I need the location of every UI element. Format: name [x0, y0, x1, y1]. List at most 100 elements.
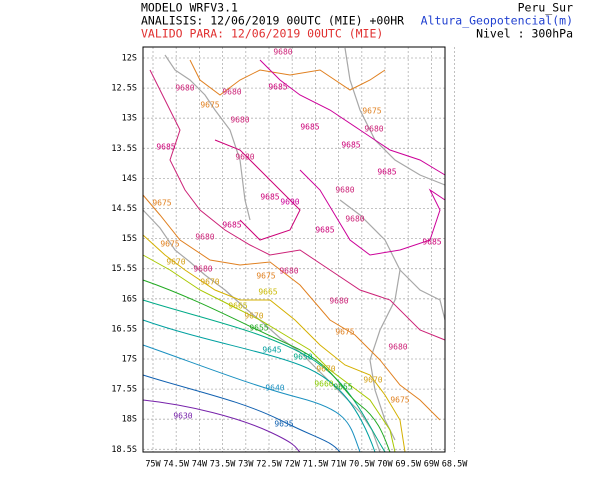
contour-label: 9680 — [230, 116, 249, 125]
contour-line — [142, 279, 391, 453]
contour-label: 9685 — [300, 123, 319, 132]
graticule — [143, 47, 456, 452]
contours — [142, 59, 446, 453]
contour-label: 9630 — [173, 412, 192, 421]
contour-label: 9675 — [160, 240, 179, 249]
domain-name: Peru_Sur — [518, 1, 573, 15]
contour-label: 9650 — [293, 353, 312, 362]
contour-label: 9685 — [315, 226, 334, 235]
contour-line — [142, 254, 396, 453]
river — [164, 54, 251, 221]
contour-label: 9685 — [422, 238, 441, 247]
contour-line — [142, 234, 406, 453]
contour-line — [142, 374, 341, 453]
lat-label: 15S — [122, 234, 137, 244]
contour-label: 9685 — [341, 141, 360, 150]
contour-label: 9685 — [222, 221, 241, 230]
lat-label: 15.5S — [111, 264, 137, 274]
contour-label: 9640 — [265, 384, 284, 393]
lon-label: 68.5W — [442, 460, 468, 470]
contour-label: 9675 — [390, 396, 409, 405]
geography — [142, 47, 446, 453]
contour-label: 9680 — [273, 48, 292, 57]
contour-label: 9685 — [377, 168, 396, 177]
contour-label: 9685 — [156, 143, 175, 152]
lat-label: 13.5S — [111, 144, 137, 154]
contour-label: 9675 — [152, 199, 171, 208]
contour-label: 9680 — [364, 125, 383, 134]
contour-label: 9680 — [193, 265, 212, 274]
lat-label: 12S — [122, 54, 137, 64]
analysis-time: ANALISIS: 12/06/2019 00UTC (MIE) +00HR — [141, 14, 404, 28]
contour-label: 9680 — [329, 297, 348, 306]
contour-line — [214, 139, 301, 241]
contour-label: 9655 — [333, 383, 352, 392]
contour-label: 9675 — [200, 101, 219, 110]
lat-label: 17.5S — [111, 385, 137, 395]
contour-label: 9670 — [166, 258, 185, 267]
lat-label: 13S — [122, 114, 137, 124]
lon-label: 72W — [285, 460, 301, 470]
contour-line — [142, 344, 361, 453]
contour-label: 9670 — [363, 376, 382, 385]
lat-label: 18.5S — [111, 445, 137, 455]
contour-line — [259, 59, 446, 176]
contour-label: 9680 — [279, 267, 298, 276]
contour-label: 9690 — [280, 198, 299, 207]
lat-label: 14.5S — [111, 204, 137, 214]
lon-label: 70.5W — [349, 460, 375, 470]
model-title: MODELO WRFV3.1 — [141, 1, 238, 15]
contour-line — [299, 169, 446, 256]
lat-label: 18S — [122, 415, 137, 425]
contour-label: 9635 — [274, 420, 293, 429]
contour-line — [189, 59, 386, 96]
lon-label: 74.5W — [163, 460, 189, 470]
lat-label: 12.5S — [111, 84, 137, 94]
lon-label: 73.5W — [210, 460, 236, 470]
lat-label: 16.5S — [111, 324, 137, 334]
contour-label: 9680 — [345, 215, 364, 224]
contour-label: 9665 — [258, 288, 277, 297]
contour-label: 9680 — [235, 153, 254, 162]
lat-label: 16S — [122, 294, 137, 304]
lon-label: 72.5W — [256, 460, 282, 470]
contour-label: 9685 — [268, 83, 287, 92]
contour-line — [142, 399, 301, 453]
contour-label: 9675 — [335, 328, 354, 337]
lake — [399, 269, 446, 321]
variable-name: Altura_Geopotencial(m) — [421, 14, 573, 28]
contour-line — [142, 194, 441, 421]
contour-label: 9680 — [175, 84, 194, 93]
level-name: Nivel : 300hPa — [476, 27, 573, 41]
contour-label: 9660 — [314, 380, 333, 389]
contour-line — [142, 299, 386, 453]
contour-label: 9680 — [222, 88, 241, 97]
coastline — [142, 209, 381, 453]
lon-label: 69.5W — [395, 460, 421, 470]
lon-label: 69W — [424, 460, 440, 470]
contour-label: 9670 — [316, 365, 335, 374]
lat-label: 14S — [122, 174, 137, 184]
contour-label: 9670 — [244, 312, 263, 321]
lon-label: 75W — [145, 460, 161, 470]
contour-label: 9685 — [260, 193, 279, 202]
border — [339, 199, 401, 441]
contour-line — [142, 319, 376, 453]
lon-label: 74W — [192, 460, 208, 470]
contour-label: 9680 — [195, 233, 214, 242]
contour-label: 9670 — [200, 278, 219, 287]
contour-label: 9680 — [388, 343, 407, 352]
contour-label: 9680 — [335, 186, 354, 195]
contour-line — [149, 69, 446, 341]
border — [344, 47, 446, 186]
lon-label: 73W — [238, 460, 254, 470]
contour-label: 9675 — [362, 107, 381, 116]
lat-label: 17S — [122, 355, 137, 365]
lon-label: 71.5W — [303, 460, 329, 470]
lon-label: 70W — [377, 460, 393, 470]
valid-time: VALIDO PARA: 12/06/2019 00UTC (MIE) — [141, 27, 383, 41]
map-frame — [142, 46, 446, 453]
contour-label: 9645 — [262, 346, 281, 355]
